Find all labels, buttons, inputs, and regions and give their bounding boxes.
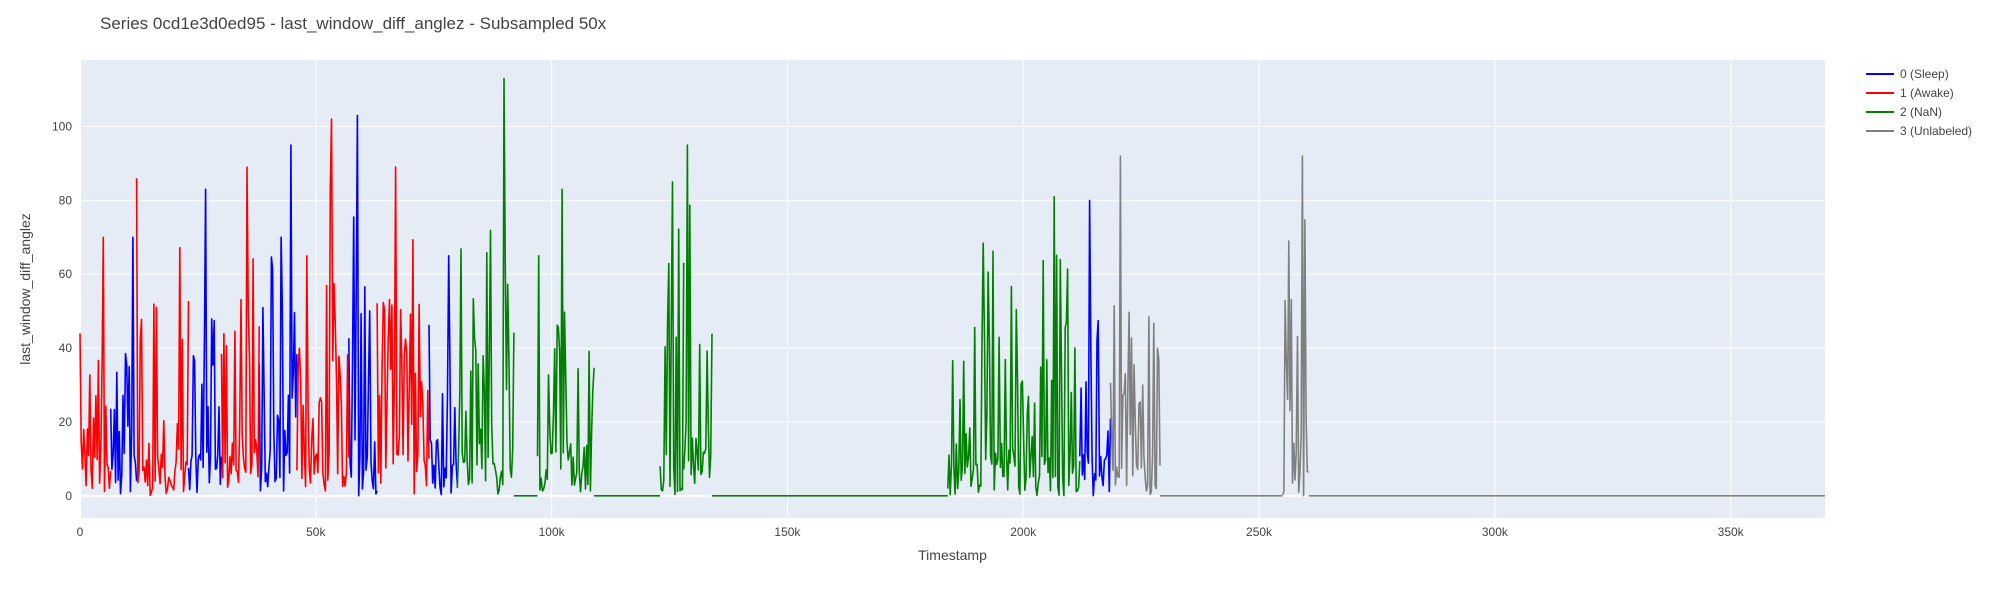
y-tick-label: 20 — [59, 415, 73, 429]
y-tick-label: 0 — [65, 489, 72, 503]
series-3-unlabeled — [1109, 155, 1825, 497]
series-segment — [428, 255, 459, 496]
series-segment — [1281, 155, 1310, 497]
series-segment — [1079, 199, 1112, 497]
y-tick-label: 100 — [52, 119, 72, 133]
y-tick-label: 80 — [59, 193, 73, 207]
x-axis-label: Timestamp — [918, 547, 987, 563]
series-segment — [258, 144, 298, 492]
x-tick-label: 50k — [306, 525, 326, 539]
series-segment — [109, 236, 138, 495]
chart-title: Series 0cd1e3d0ed95 - last_window_diff_a… — [100, 14, 607, 33]
x-tick-label: 200k — [1010, 525, 1037, 539]
series-layer — [79, 77, 1825, 497]
x-tick-label: 350k — [1718, 525, 1745, 539]
legend-item[interactable]: 0 (Sleep) — [1866, 67, 1949, 81]
legend[interactable]: 0 (Sleep) 1 (Awake) 2 (NaN) 3 (Unlabeled) — [1866, 67, 1972, 138]
legend-item[interactable]: 1 (Awake) — [1866, 86, 1954, 100]
series-segment — [659, 181, 685, 496]
x-tick-label: 0 — [77, 525, 84, 539]
y-tick-label: 60 — [59, 267, 73, 281]
legend-item[interactable]: 3 (Unlabeled) — [1866, 124, 1972, 138]
series-segment — [536, 188, 595, 493]
x-tick-label: 100k — [539, 525, 566, 539]
legend-label: 2 (NaN) — [1900, 105, 1942, 119]
legend-label: 3 (Unlabeled) — [1900, 124, 1972, 138]
y-axis-ticks: 0 20 40 60 80 100 — [52, 119, 72, 502]
legend-label: 0 (Sleep) — [1900, 67, 1949, 81]
x-tick-label: 150k — [774, 525, 801, 539]
series-segment — [220, 166, 260, 488]
legend-item[interactable]: 2 (NaN) — [1866, 105, 1942, 119]
series-segment — [947, 195, 1081, 497]
series-segment — [682, 144, 713, 485]
y-axis-label: last_window_diff_anglez — [17, 213, 33, 365]
series-segment — [296, 118, 350, 492]
y-tick-label: 40 — [59, 341, 73, 355]
series-segment — [456, 77, 515, 495]
series-0-sleep — [109, 114, 1112, 497]
x-axis-ticks: 0 50k 100k 150k 200k 250k 300k 350k — [77, 525, 1745, 539]
series-segment — [376, 166, 430, 495]
x-tick-label: 250k — [1246, 525, 1273, 539]
series-1-awake — [79, 118, 430, 497]
series-2-nan — [456, 77, 1081, 497]
series-segment — [135, 178, 190, 497]
series-segment — [79, 236, 112, 493]
grid-lines — [79, 60, 1825, 518]
series-segment — [348, 114, 378, 497]
x-tick-label: 300k — [1482, 525, 1509, 539]
legend-label: 1 (Awake) — [1900, 86, 1954, 100]
series-segment — [187, 188, 223, 494]
series-segment — [1109, 155, 1161, 496]
